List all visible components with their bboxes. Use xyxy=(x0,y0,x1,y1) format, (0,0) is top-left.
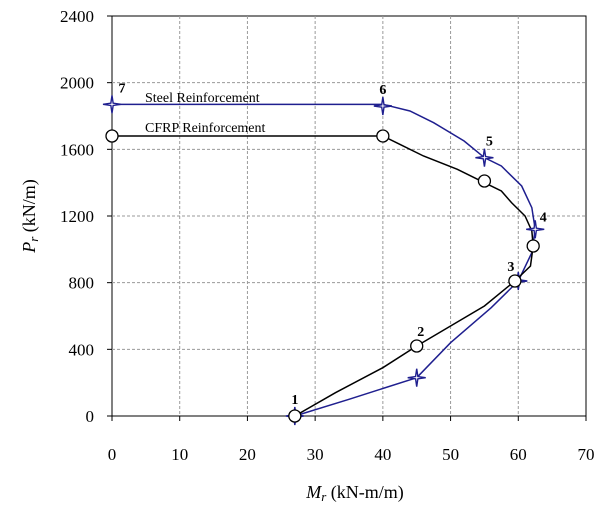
y-tick-label: 2000 xyxy=(60,74,94,93)
x-tick-label: 40 xyxy=(374,445,391,464)
x-tick-label: 10 xyxy=(171,445,188,464)
y-axis-title: Pr (kN/m) xyxy=(19,179,41,254)
x-tick-label: 50 xyxy=(442,445,459,464)
steel-marker xyxy=(475,148,494,167)
grid xyxy=(107,15,587,421)
x-axis-title: Mr (kN-m/m) xyxy=(305,482,404,504)
steel-marker xyxy=(373,96,392,116)
y-tick-label: 1600 xyxy=(60,140,94,159)
y-tick-labels: 0 400 800 1200 1600 2000 2400 xyxy=(60,7,94,426)
cfrp-marker xyxy=(410,339,424,353)
legend-steel: Steel Reinforcement xyxy=(145,91,260,106)
cfrp-marker xyxy=(288,409,302,423)
point-label-5: 5 xyxy=(486,135,493,150)
legend-cfrp: CFRP Reinforcement xyxy=(145,121,266,136)
cfrp-marker xyxy=(526,239,540,253)
point-label-3: 3 xyxy=(507,260,514,275)
point-label-4: 4 xyxy=(540,210,547,225)
steel-series-line xyxy=(112,103,536,417)
steel-marker xyxy=(102,95,122,114)
x-tick-label: 30 xyxy=(307,445,324,464)
point-label-2: 2 xyxy=(417,325,424,340)
cfrp-marker xyxy=(105,129,119,143)
point-label-1: 1 xyxy=(291,393,298,408)
y-tick-label: 400 xyxy=(69,340,95,359)
cfrp-marker xyxy=(477,174,492,188)
y-tick-label: 1200 xyxy=(60,207,94,226)
point-label-7: 7 xyxy=(119,81,126,96)
x-tick-labels: 0 10 20 30 40 50 60 70 xyxy=(108,445,595,464)
y-tick-label: 0 xyxy=(86,407,95,426)
cfrp-series-line xyxy=(112,135,534,417)
x-tick-label: 20 xyxy=(239,445,256,464)
x-tick-label: 0 xyxy=(108,445,117,464)
series-group xyxy=(102,95,545,426)
point-labels: 1 4 5 6 7 2 3 xyxy=(119,81,547,408)
point-label-6: 6 xyxy=(379,83,386,98)
cfrp-marker xyxy=(508,274,522,288)
steel-marker xyxy=(407,368,426,387)
x-tick-label: 70 xyxy=(578,445,595,464)
y-tick-label: 2400 xyxy=(60,7,94,26)
cfrp-marker xyxy=(376,129,390,143)
steel-marker xyxy=(526,220,545,239)
x-tick-label: 60 xyxy=(510,445,527,464)
y-tick-label: 800 xyxy=(69,274,95,293)
